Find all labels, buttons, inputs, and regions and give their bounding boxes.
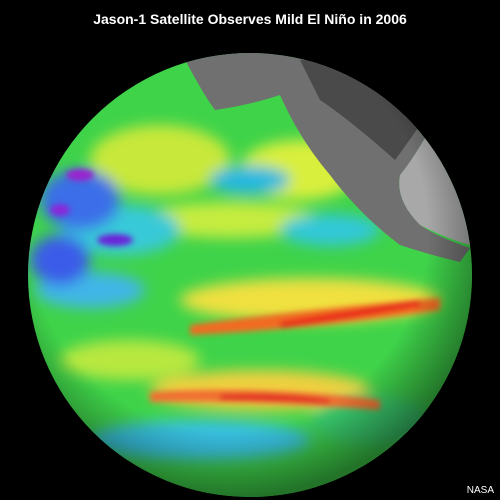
image-credit: NASA: [466, 485, 494, 496]
image-title: Jason-1 Satellite Observes Mild El Niño …: [93, 11, 407, 27]
